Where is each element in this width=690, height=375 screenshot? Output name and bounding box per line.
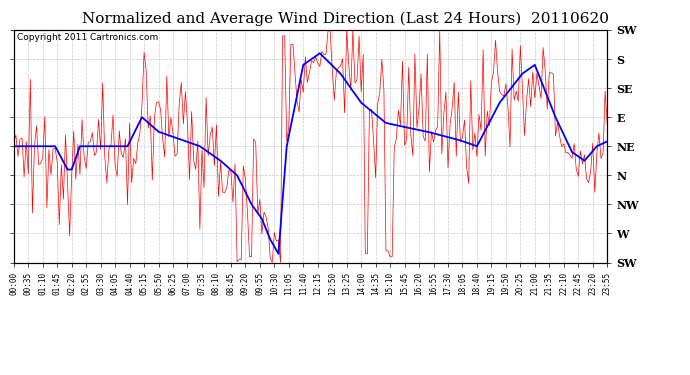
Text: Normalized and Average Wind Direction (Last 24 Hours)  20110620: Normalized and Average Wind Direction (L… [81, 11, 609, 26]
Text: Copyright 2011 Cartronics.com: Copyright 2011 Cartronics.com [17, 33, 158, 42]
